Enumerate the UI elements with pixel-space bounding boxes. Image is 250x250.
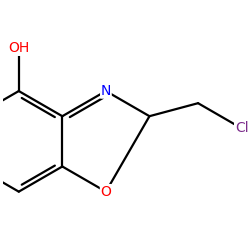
Text: O: O [100,185,111,199]
Text: Cl: Cl [235,121,248,135]
Text: N: N [101,84,111,98]
Text: OH: OH [8,41,29,55]
